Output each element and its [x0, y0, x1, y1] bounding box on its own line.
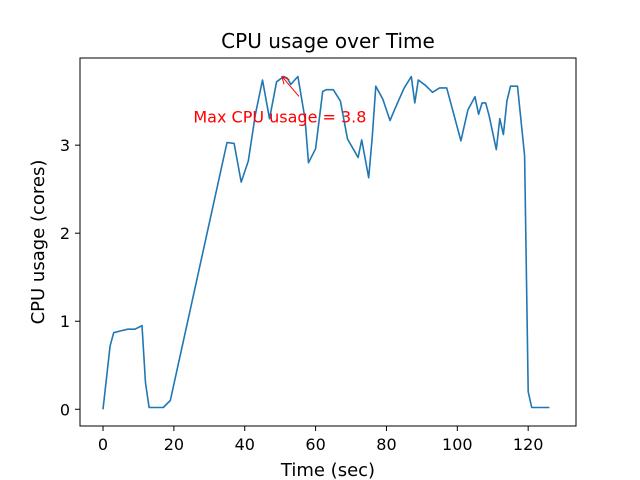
chart-title: CPU usage over Time	[221, 29, 435, 53]
y-tick-label: 2	[60, 224, 70, 243]
x-tick-label: 40	[235, 435, 255, 454]
y-tick-label: 3	[60, 136, 70, 155]
annotation-arrow-head	[281, 75, 290, 85]
axes: 0 20 40 60 80 100 120 0 1 2 3	[60, 57, 577, 454]
annotation-arrow-shaft	[281, 76, 300, 97]
y-axis-label: CPU usage (cores)	[28, 160, 49, 325]
series-line	[102, 75, 550, 410]
y-tick-label: 0	[60, 400, 70, 419]
annotation-text: Max CPU usage = 3.8	[193, 107, 366, 126]
x-tick-label: 20	[164, 435, 184, 454]
y-tick-label: 1	[60, 312, 70, 331]
x-tick-label: 100	[442, 435, 473, 454]
x-tick-label: 120	[513, 435, 544, 454]
x-tick-label: 60	[305, 435, 325, 454]
x-tick-label: 80	[376, 435, 396, 454]
plot-frame	[79, 57, 577, 427]
x-tick-label: 0	[98, 435, 108, 454]
x-axis-label: Time (sec)	[280, 460, 375, 480]
max-annotation: Max CPU usage = 3.8	[193, 75, 366, 126]
series-line-group	[102, 75, 550, 410]
